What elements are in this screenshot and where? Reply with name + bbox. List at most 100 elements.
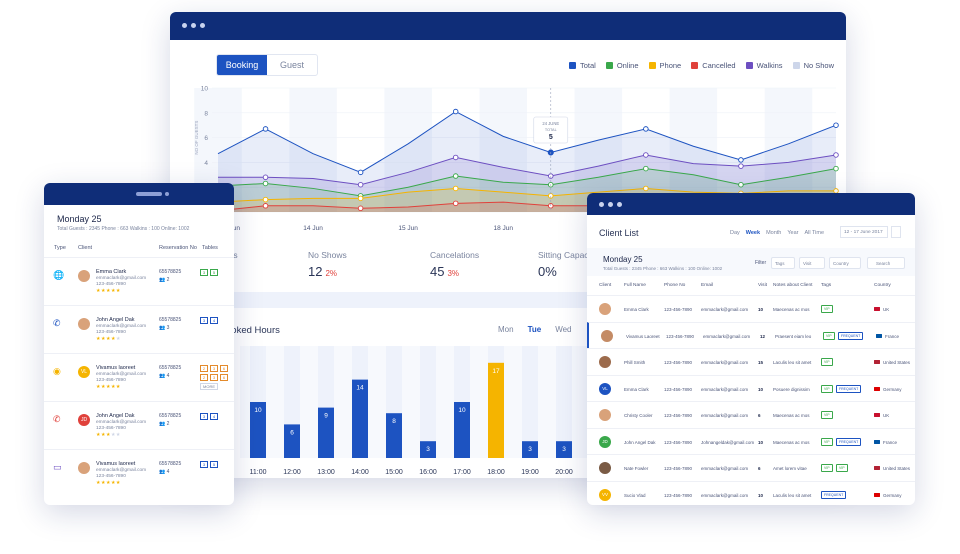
client-row[interactable]: VV Sucio Vlad 123-456-7890 emmaclark@gmail.…	[587, 480, 915, 506]
table-badge[interactable]: 3	[200, 317, 208, 324]
table-badge[interactable]: 3	[210, 374, 218, 381]
table-badge[interactable]: 4	[210, 317, 218, 324]
day-mon[interactable]: Mon	[498, 325, 514, 334]
view-toggle: Booking Guest	[216, 54, 318, 76]
table-badge[interactable]: 3	[200, 461, 208, 468]
point-total	[738, 157, 744, 163]
client-name: Phill Smith	[624, 360, 646, 365]
point-total	[262, 126, 269, 132]
client-notes: Maecenas ac mos	[773, 413, 810, 418]
client-tag[interactable]: VIP	[836, 464, 848, 472]
rating-stars: ★★★★★	[96, 432, 121, 438]
table-badge[interactable]: 4	[210, 413, 218, 420]
client-tag[interactable]: VIP	[821, 305, 833, 313]
country-filter[interactable]: Country	[829, 257, 861, 269]
search-input[interactable]: Search	[867, 257, 905, 269]
table-badge[interactable]: 6	[220, 365, 228, 372]
client-tag[interactable]: VIP	[823, 331, 835, 340]
reservation-row[interactable]: ◉ VL Vivamus laoreet emmaclark@gmail.com 123…	[44, 353, 234, 401]
table-badge[interactable]: 5	[210, 461, 218, 468]
client-tag[interactable]: VIP	[821, 384, 833, 393]
client-row[interactable]: Vivamus Laoreet 123-456-7890 emmaclark@gma…	[587, 321, 915, 348]
table-badge[interactable]: 3	[210, 365, 218, 372]
range-year[interactable]: Year	[787, 230, 799, 236]
client-tag[interactable]: FREQUENT	[838, 331, 864, 340]
point-walkins	[262, 174, 269, 181]
table-badge[interactable]: 2	[200, 365, 208, 372]
range-week[interactable]: Week	[745, 230, 761, 236]
tab-guest[interactable]: Guest	[279, 60, 304, 70]
table-badge[interactable]: 5	[210, 269, 218, 276]
date-range-input[interactable]: 12 - 17 June 2017	[840, 226, 888, 238]
client-row[interactable]: Emma Clark 123-456-7890 emmaclark@gmail.co…	[587, 295, 915, 322]
phone-icon[interactable]: ✆	[53, 318, 61, 328]
x-tick-label: 19:00	[521, 469, 539, 476]
client-phone: 123-456-7890	[96, 282, 126, 287]
client-row[interactable]: Christy Cooler 123-456-7890 emmaclark@gmai…	[587, 401, 915, 428]
legend-no-show[interactable]: No Show	[792, 61, 834, 70]
avatar: VL	[78, 366, 90, 378]
client-visits: 10	[758, 492, 764, 498]
client-phone: 123-456-7890	[664, 307, 693, 312]
reservation-row[interactable]: ✆ JD John Angel Dak emmaclark@gmail.com 123-…	[44, 401, 234, 449]
globe-icon[interactable]: 🌐	[53, 270, 65, 280]
legend-online[interactable]: Online	[605, 61, 639, 70]
bar	[250, 402, 266, 458]
table-badge[interactable]: 3	[200, 269, 208, 276]
table-badge[interactable]: 2	[200, 374, 208, 381]
client-tag[interactable]: VIP	[821, 437, 833, 446]
walk-in-icon[interactable]: ◉	[53, 366, 61, 376]
client-email: emmaclark@gmail.com	[701, 386, 749, 392]
range-day[interactable]: Day	[730, 230, 740, 236]
client-visits: 10	[758, 307, 764, 312]
legend-walkins[interactable]: Walkins	[745, 61, 783, 70]
tags-filter[interactable]: Tags	[771, 257, 795, 269]
client-tag[interactable]: VIP	[821, 464, 833, 472]
window-controls[interactable]	[599, 202, 622, 207]
table-badge[interactable]: 3	[200, 413, 208, 420]
reservation-row[interactable]: 🌐 Emma Clark emmaclark@gmail.com 123-456-78…	[44, 257, 234, 305]
client-tag[interactable]: FREQUENT	[821, 490, 847, 499]
reservation-row[interactable]: ▭ Vivamus laoreet emmaclark@gmail.com 123-4…	[44, 449, 234, 497]
client-tag[interactable]: VIP	[821, 411, 833, 419]
client-phone: 123-456-7890	[664, 439, 693, 445]
client-row[interactable]: Nate Fowler 123-456-7890 emmaclark@gmail.c…	[587, 454, 915, 481]
client-phone: 123-456-7890	[96, 330, 126, 335]
x-tick-label: 12:00	[283, 469, 301, 476]
point-cancelled	[452, 200, 459, 207]
bar	[386, 413, 402, 458]
client-name: Vivamus Laoreet	[626, 333, 660, 339]
calendar-icon[interactable]	[891, 226, 901, 238]
point-phone	[357, 195, 364, 202]
day-tue[interactable]: Tue	[527, 325, 542, 334]
cancel-icon[interactable]: ✆	[53, 414, 61, 424]
client-tag[interactable]: FREQUENT	[836, 437, 862, 446]
client-phone: 123-456-7890	[664, 492, 693, 498]
reservation-row[interactable]: ✆ John Angel Dak emmaclark@gmail.com 123-45…	[44, 305, 234, 353]
client-tag[interactable]: FREQUENT	[836, 384, 862, 393]
bar	[454, 402, 470, 458]
tab-booking[interactable]: Booking	[217, 55, 267, 75]
more-tables-button[interactable]: MORE	[200, 383, 218, 390]
client-row[interactable]: Phill Smith 123-456-7890 emmaclark@gmail.c…	[587, 348, 915, 375]
day-wed[interactable]: Wed	[555, 325, 572, 334]
client-phone: 123-456-7890	[664, 360, 693, 365]
range-month[interactable]: Month	[766, 230, 782, 236]
client-email: emmaclark@gmail.com	[96, 372, 147, 377]
client-tag[interactable]: VIP	[821, 358, 833, 366]
bar	[284, 424, 300, 458]
bar-slot	[420, 346, 436, 458]
y-tick-label: 10	[201, 86, 209, 93]
client-row[interactable]: JD John Angel Dak 123-456-7890 Johnangeldak…	[587, 427, 915, 455]
client-row[interactable]: VL Emma Clark 123-456-7890 emmaclark@gmail.…	[587, 374, 915, 402]
legend-total[interactable]: Total	[569, 61, 596, 70]
legend-phone[interactable]: Phone	[648, 61, 681, 70]
chat-icon[interactable]: ▭	[53, 462, 62, 472]
visit-filter[interactable]: Visit	[799, 257, 825, 269]
guests-icon: 👥	[159, 421, 167, 427]
legend-cancelled[interactable]: Cancelled	[691, 61, 736, 70]
x-tick-label: 17:00	[453, 469, 471, 476]
table-badge[interactable]: 6	[220, 374, 228, 381]
window-controls[interactable]	[182, 23, 205, 28]
range-all-time[interactable]: All Time	[804, 230, 825, 236]
